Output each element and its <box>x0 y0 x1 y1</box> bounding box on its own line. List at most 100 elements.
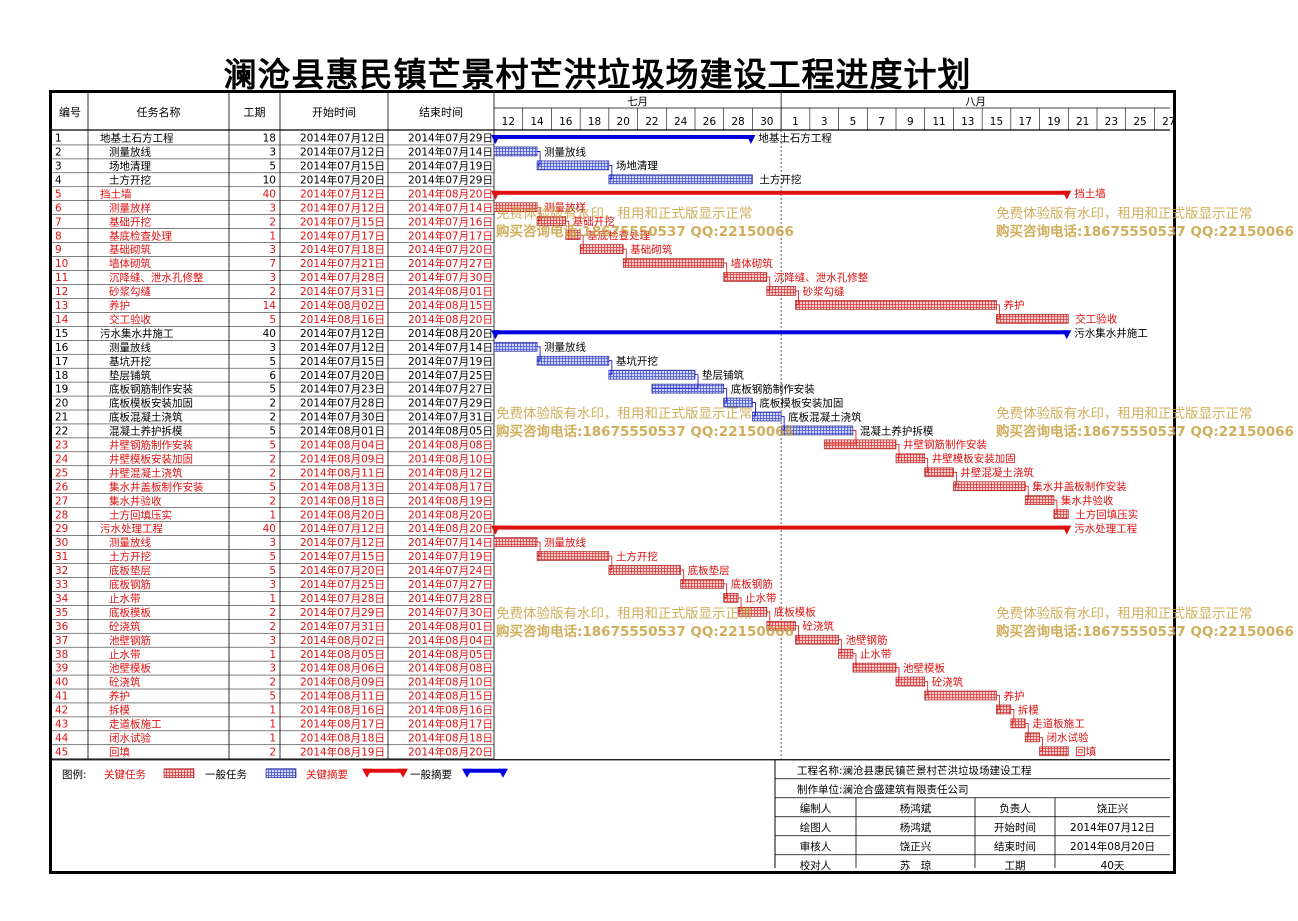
task-end: 2014年08月05日 <box>408 648 493 661</box>
task-id: 35 <box>55 607 68 619</box>
task-id: 8 <box>55 230 62 242</box>
legend-swatch-normal-task <box>265 768 297 779</box>
task-bar <box>1024 732 1040 743</box>
watermark-text: 免费体验版有水印，租用和正式版显示正常 <box>496 406 753 422</box>
task-id: 45 <box>55 746 68 758</box>
bar-label: 混凝土养护拆模 <box>860 424 934 437</box>
task-start: 2014年07月12日 <box>300 201 385 214</box>
task-end: 2014年07月29日 <box>408 173 493 186</box>
task-start: 2014年07月15日 <box>300 215 385 228</box>
task-id: 44 <box>55 732 69 744</box>
task-start: 2014年07月28日 <box>300 592 385 605</box>
bar-label: 交工验收 <box>1075 313 1117 326</box>
task-start: 2014年07月18日 <box>300 243 385 256</box>
dependency-link <box>1025 723 1029 738</box>
task-duration: 5 <box>269 551 276 563</box>
task-duration: 2 <box>269 216 276 228</box>
bar-label: 底板混凝土浇筑 <box>788 410 862 423</box>
day-tick-label: 16 <box>559 116 573 128</box>
bar-label: 测量放线 <box>544 341 586 354</box>
task-name: 污水处理工程 <box>100 523 163 535</box>
task-id: 18 <box>55 370 68 382</box>
task-bar <box>579 244 624 254</box>
task-name: 测量放线 <box>109 536 151 549</box>
column-header-start: 开始时间 <box>312 105 356 119</box>
bar-label: 场地清理 <box>616 159 658 172</box>
task-id: 21 <box>55 412 68 424</box>
task-id: 1 <box>55 133 62 145</box>
task-duration: 5 <box>269 426 276 438</box>
info-project: 工程名称:澜沧县惠民镇芒景村芒洪垃圾场建设工程 <box>797 764 1032 777</box>
task-bar <box>680 579 725 589</box>
task-bar <box>852 662 897 673</box>
watermark-text: 免费体验版有水印，租用和正式版显示正常 <box>996 206 1253 222</box>
task-id: 7 <box>55 216 62 228</box>
legend-label: 关键摘要 <box>306 768 348 781</box>
task-bar <box>795 300 997 310</box>
task-end: 2014年08月15日 <box>408 690 493 703</box>
dependency-link <box>580 234 584 249</box>
task-start: 2014年07月12日 <box>300 146 385 159</box>
task-start: 2014年07月15日 <box>300 550 385 563</box>
month-label: 七月 <box>627 96 648 108</box>
legend-swatch-normal-summary-cap <box>498 768 508 778</box>
task-id: 36 <box>55 621 69 633</box>
task-duration: 3 <box>269 244 276 256</box>
task-end: 2014年07月27日 <box>408 257 493 270</box>
task-duration: 5 <box>269 356 276 368</box>
dependency-link <box>608 555 613 570</box>
task-id: 6 <box>55 202 62 214</box>
dependency-link <box>1025 485 1029 501</box>
task-duration: 40 <box>263 523 276 535</box>
task-duration: 5 <box>269 481 276 493</box>
bar-label: 土方开挖 <box>759 173 801 186</box>
task-id: 25 <box>55 467 68 479</box>
bar-label: 走道板施工 <box>1032 717 1085 730</box>
task-start: 2014年07月20日 <box>300 369 385 382</box>
task-duration: 1 <box>269 732 276 744</box>
task-id: 30 <box>55 537 68 549</box>
task-duration: 7 <box>269 258 276 270</box>
dependency-link <box>608 360 613 375</box>
task-bar <box>752 411 782 422</box>
task-bar <box>795 634 839 645</box>
bar-label: 污水处理工程 <box>1074 523 1137 535</box>
task-bar <box>766 286 796 296</box>
day-tick-label: 5 <box>850 116 857 128</box>
dependency-link <box>924 457 929 473</box>
task-duration: 3 <box>269 537 276 549</box>
day-tick-label: 7 <box>878 116 885 128</box>
legend-label: 一般摘要 <box>410 768 452 781</box>
task-duration: 6 <box>269 370 276 382</box>
task-id: 38 <box>55 649 68 661</box>
task-end: 2014年08月10日 <box>408 452 493 465</box>
task-end: 2014年08月05日 <box>408 425 493 438</box>
task-duration: 2 <box>269 607 276 619</box>
info-cell: 审核人 <box>800 840 832 853</box>
task-end: 2014年08月17日 <box>408 718 493 731</box>
watermark-text: 购买咨询电话:18675550537 QQ:22150066 <box>996 423 1294 440</box>
task-name: 井壁模板安装加固 <box>109 452 193 465</box>
task-start: 2014年08月09日 <box>300 452 385 465</box>
dependency-link <box>838 639 842 654</box>
dependency-link <box>537 541 541 556</box>
dependency-link <box>895 667 900 682</box>
task-duration: 2 <box>269 453 276 465</box>
task-bar <box>536 160 610 171</box>
summary-bar <box>494 525 1069 530</box>
task-bar <box>996 314 1069 324</box>
info-cell: 工期 <box>1005 860 1026 872</box>
task-bar <box>565 230 581 240</box>
bar-label: 地基土石方工程 <box>758 131 832 144</box>
task-start: 2014年08月06日 <box>300 662 385 675</box>
watermark-text: 购买咨询电话:18675550537 QQ:22150066 <box>496 223 794 240</box>
task-id: 11 <box>55 272 68 284</box>
task-name: 砼浇筑 <box>109 676 141 689</box>
task-duration: 3 <box>269 663 276 675</box>
task-id: 34 <box>55 593 69 605</box>
dependency-link <box>766 276 771 291</box>
task-start: 2014年08月19日 <box>300 745 385 758</box>
task-end: 2014年07月19日 <box>408 355 493 368</box>
day-tick-label: 23 <box>1105 116 1118 128</box>
task-id: 14 <box>55 314 69 326</box>
